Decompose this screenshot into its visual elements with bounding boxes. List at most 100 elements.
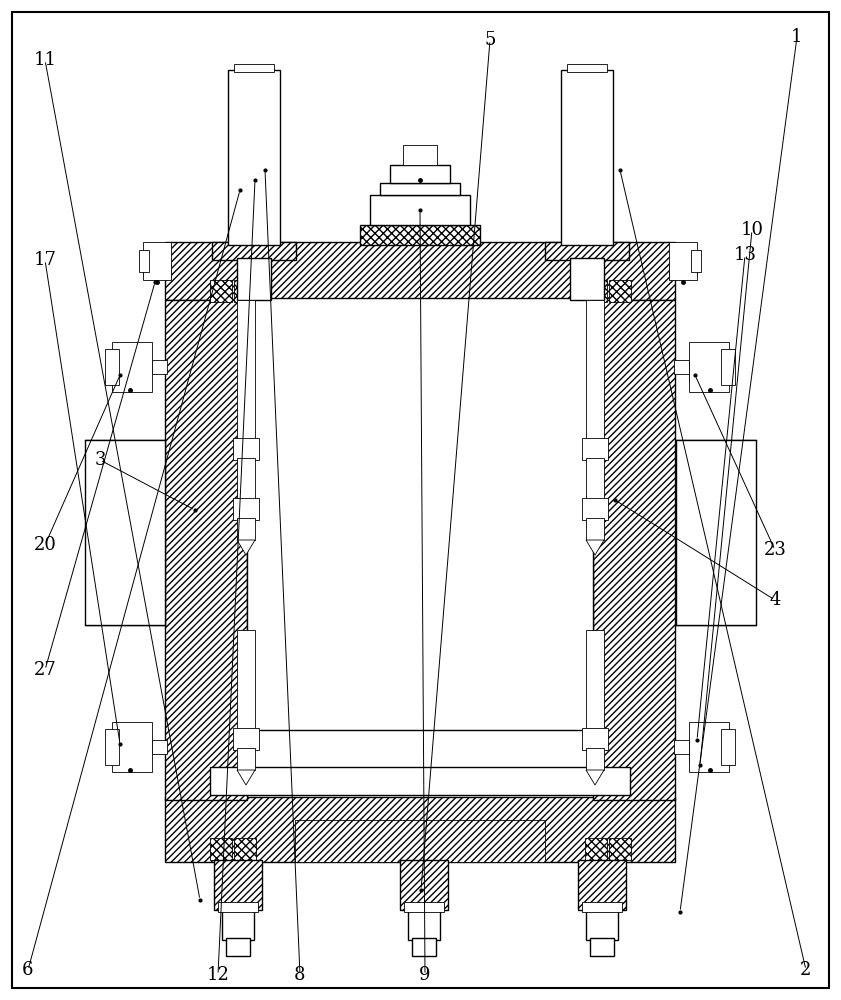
- Bar: [360, 225, 480, 245]
- Polygon shape: [237, 540, 255, 555]
- Text: 27: 27: [34, 661, 56, 679]
- Polygon shape: [586, 540, 604, 555]
- Bar: [210, 280, 232, 302]
- Bar: [593, 300, 675, 800]
- Text: 3: 3: [94, 451, 106, 469]
- Bar: [609, 280, 631, 302]
- Bar: [691, 250, 701, 272]
- Bar: [676, 440, 756, 625]
- Bar: [689, 742, 717, 762]
- Bar: [590, 912, 614, 930]
- Text: 6: 6: [22, 961, 34, 979]
- Bar: [143, 242, 171, 280]
- Bar: [586, 908, 618, 940]
- Bar: [237, 518, 255, 540]
- Bar: [412, 912, 436, 930]
- Bar: [105, 349, 119, 385]
- Text: 13: 13: [733, 246, 757, 264]
- Bar: [567, 64, 607, 72]
- Bar: [609, 838, 631, 860]
- Bar: [152, 740, 167, 754]
- Text: 17: 17: [34, 251, 56, 269]
- Bar: [210, 767, 630, 795]
- Bar: [143, 262, 171, 276]
- Bar: [570, 258, 604, 300]
- Bar: [112, 722, 152, 772]
- Text: 23: 23: [764, 541, 786, 559]
- Text: 12: 12: [207, 966, 230, 984]
- Bar: [139, 250, 149, 272]
- Bar: [674, 360, 689, 374]
- Bar: [233, 728, 259, 750]
- Bar: [237, 300, 255, 440]
- Bar: [582, 438, 608, 460]
- Bar: [112, 742, 140, 762]
- Bar: [545, 242, 629, 260]
- Bar: [247, 298, 593, 730]
- Bar: [85, 440, 165, 625]
- Bar: [721, 349, 735, 385]
- Text: 2: 2: [801, 961, 812, 979]
- Bar: [721, 729, 735, 765]
- Text: 20: 20: [34, 536, 56, 554]
- Bar: [412, 938, 436, 956]
- Bar: [586, 518, 604, 540]
- Bar: [226, 912, 250, 930]
- Bar: [112, 362, 140, 382]
- Bar: [403, 145, 437, 165]
- Bar: [669, 242, 697, 280]
- Bar: [237, 258, 271, 300]
- Bar: [233, 438, 259, 460]
- Bar: [408, 908, 440, 940]
- Bar: [165, 300, 247, 800]
- Bar: [228, 70, 280, 245]
- Bar: [105, 729, 119, 765]
- Bar: [152, 360, 167, 374]
- Polygon shape: [586, 770, 604, 785]
- Bar: [586, 748, 604, 770]
- Bar: [390, 165, 450, 183]
- Bar: [234, 838, 256, 860]
- Bar: [237, 748, 255, 770]
- Bar: [234, 280, 256, 302]
- Bar: [214, 860, 262, 910]
- Bar: [212, 242, 296, 260]
- Text: 1: 1: [791, 28, 803, 46]
- Bar: [578, 860, 626, 910]
- Text: 4: 4: [770, 591, 780, 609]
- Bar: [689, 342, 729, 392]
- Bar: [586, 630, 604, 730]
- Bar: [582, 498, 608, 520]
- Polygon shape: [237, 770, 255, 785]
- Bar: [234, 64, 274, 72]
- Bar: [404, 902, 444, 912]
- Bar: [237, 630, 255, 730]
- Bar: [590, 938, 614, 956]
- Bar: [295, 820, 545, 862]
- Text: 8: 8: [294, 966, 306, 984]
- Bar: [585, 838, 607, 860]
- Bar: [112, 342, 152, 392]
- Bar: [400, 860, 448, 910]
- Text: 10: 10: [740, 221, 764, 239]
- Bar: [586, 458, 604, 500]
- Bar: [233, 498, 259, 520]
- Bar: [226, 938, 250, 956]
- Text: 11: 11: [34, 51, 56, 69]
- Bar: [222, 908, 254, 940]
- Bar: [561, 70, 613, 245]
- Bar: [582, 728, 608, 750]
- Bar: [586, 300, 604, 440]
- Bar: [674, 740, 689, 754]
- Text: 9: 9: [420, 966, 431, 984]
- Bar: [582, 902, 622, 912]
- Bar: [165, 242, 675, 300]
- Bar: [689, 362, 717, 382]
- Bar: [380, 183, 460, 195]
- Bar: [210, 838, 232, 860]
- Text: 5: 5: [484, 31, 495, 49]
- Bar: [218, 902, 258, 912]
- Bar: [585, 280, 607, 302]
- Bar: [669, 262, 697, 276]
- Bar: [689, 722, 729, 772]
